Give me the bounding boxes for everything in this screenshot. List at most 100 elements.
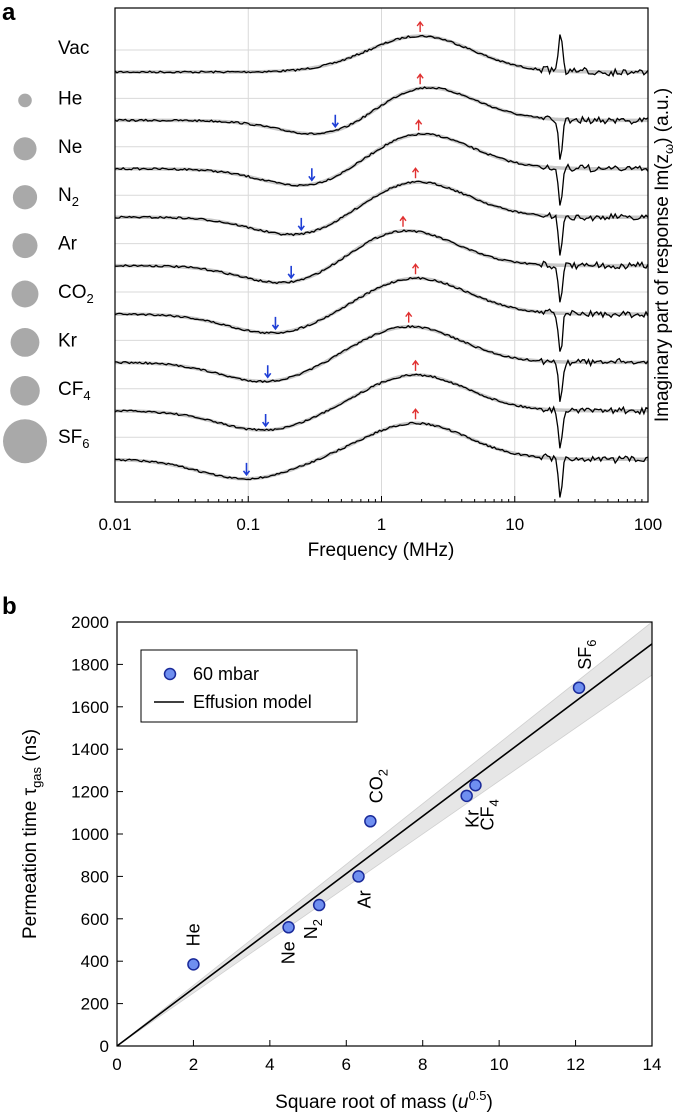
legend-points-label: 60 mbar [193,664,259,684]
panel-a-grid [115,8,648,502]
panel-b-ticks: 0 2 4 6 8 10 12 14 0 200 400 600 800 1000 1200 1400 1600… [71,613,661,1074]
fit-curve [115,324,648,384]
red-peak-arrow [411,359,420,371]
point-label: Ne [279,941,299,964]
y-tick-label: 200 [81,995,109,1014]
blue-dip-arrow [271,316,280,331]
gas-label: Ne [58,137,82,158]
panel-a-x-ticks: 0.01 0.1 1 10 100 [98,496,662,534]
measured-trace [114,180,649,256]
red-peak-arrow [411,408,420,420]
panel-b-y-axis-label: Permeation time τgas (ns) [20,729,44,939]
effusion-line [116,643,653,1047]
fit-curve [115,228,648,285]
gas-label: Ar [58,234,78,255]
x-tick-label: 0.01 [98,515,131,534]
gas-label: SF6 [58,427,90,451]
x-tick-label: 1 [377,515,386,534]
gas-label: CF4 [58,379,91,403]
gas-label: CO2 [58,282,94,306]
data-point [282,921,295,934]
blue-dip-arrow [297,217,305,232]
y-tick-label: 1400 [71,740,109,759]
y-tick-label: 2000 [71,613,109,632]
panel-a-y-axis-label: Imaginary part of response Im(zω) (a.u.) [652,88,676,422]
panel-b-letter: b [2,593,17,620]
panel-b-legend: 60 mbar Effusion model [140,649,358,723]
measured-trace [114,132,649,206]
blue-dip-arrow [264,365,272,379]
measured-trace [114,373,649,449]
red-peak-arrow [415,119,423,131]
legend-box [140,649,358,723]
x-tick-label: 6 [342,1055,351,1074]
x-tick-label: 10 [505,515,524,534]
blue-dip-arrow [308,168,316,182]
x-tick-label: 14 [643,1055,662,1074]
gas-size-circle [12,233,38,259]
point-label: CO2 [366,769,390,803]
x-tick-label: 0 [112,1055,121,1074]
measured-trace [115,229,649,303]
data-point [469,778,482,792]
panel-a-gas-labels: Vac He Ne N2 Ar CO2 Kr CF4 SF6 [58,38,94,451]
red-peak-arrow [411,263,420,275]
blue-dip-arrow [331,114,339,129]
panel-a-gas-circles [3,93,47,464]
y-tick-label: 0 [100,1037,109,1056]
gas-size-circle [10,376,40,406]
y-tick-label: 1800 [71,655,109,674]
red-peak-arrow [405,311,413,323]
x-tick-label: 10 [490,1055,509,1074]
point-label: Kr [463,810,483,828]
red-peak-arrow [411,167,420,179]
blue-dip-arrow [242,462,251,477]
y-tick-label: 800 [81,867,109,886]
panel-a-arrows [242,20,424,477]
data-point [352,870,365,883]
point-label: Ar [355,890,375,908]
gas-size-circle [13,137,37,161]
gas-label: Vac [58,38,89,59]
point-label: He [183,923,203,946]
red-peak-arrow [416,73,424,85]
measured-trace [114,324,649,402]
measured-trace [114,421,649,498]
x-tick-label: 0.1 [236,515,260,534]
gas-label: Kr [58,330,78,351]
measured-trace [114,34,649,78]
panel-b-data-points [187,681,586,971]
blue-dip-arrow [261,414,270,428]
y-tick-label: 1600 [71,698,109,717]
blue-dip-arrow [287,265,295,280]
x-tick-label: 8 [418,1055,427,1074]
panel-a-traces [114,34,649,498]
data-point [312,898,326,912]
measured-trace [114,276,649,352]
panel-a-x-axis-label: Frequency (MHz) [308,540,455,561]
y-tick-label: 1200 [71,783,109,802]
x-tick-label: 100 [634,515,662,534]
y-tick-label: 400 [81,952,109,971]
x-tick-label: 12 [566,1055,585,1074]
gas-label: N2 [58,185,79,209]
legend-line-label: Effusion model [193,692,312,712]
y-tick-label: 600 [81,910,109,929]
red-peak-arrow [416,20,424,32]
data-point [572,681,586,694]
point-label: CF4 [477,799,501,830]
legend-marker [163,667,177,681]
point-label: N2 [301,919,325,939]
gas-size-circle [10,328,40,357]
data-point [364,815,377,828]
panel-a-letter: a [2,0,16,26]
x-tick-label: 4 [265,1055,274,1074]
panel-b-effusion-line [116,643,653,1047]
gas-size-circle [3,419,47,464]
panel-b-x-axis-label: Square root of mass (u0.5) [275,1088,493,1113]
gas-size-circle [18,93,32,108]
data-point [187,958,200,971]
x-tick-label: 2 [189,1055,198,1074]
